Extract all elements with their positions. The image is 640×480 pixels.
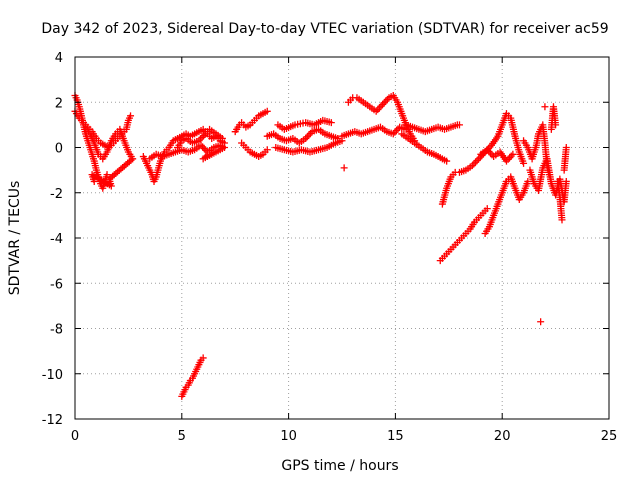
x-tick-label: 0 — [71, 429, 79, 444]
series-early-cluster — [82, 123, 137, 190]
data-point — [507, 152, 515, 160]
series-band-3-7-lower — [146, 141, 229, 163]
data-point — [470, 160, 478, 168]
series-band-5-6-upper — [174, 125, 226, 151]
series-band-7-9 — [231, 107, 271, 161]
data-point — [472, 158, 479, 166]
data-point — [90, 177, 98, 185]
data-point — [483, 205, 491, 213]
x-tick-label: 10 — [280, 429, 297, 444]
data-point — [558, 216, 566, 224]
data-point — [305, 131, 313, 139]
data-point — [263, 146, 271, 154]
data-point — [537, 318, 545, 326]
data-point — [218, 134, 226, 142]
x-tick-label: 15 — [387, 429, 404, 444]
data-point — [103, 171, 111, 179]
data-point — [380, 99, 388, 107]
data-points — [71, 91, 570, 400]
series-outlier-low — [178, 354, 207, 400]
data-point — [391, 128, 399, 136]
series-outlier-12.6 — [340, 164, 348, 172]
data-point — [127, 112, 135, 120]
data-point — [374, 106, 382, 114]
data-point — [506, 154, 514, 162]
data-point — [509, 150, 517, 158]
y-tick-label: -8 — [50, 323, 63, 338]
grid-lines — [75, 57, 609, 419]
data-point — [473, 157, 481, 165]
series-cluster-21-23-lower — [526, 155, 570, 206]
data-point — [443, 157, 451, 165]
data-point — [107, 174, 115, 182]
series-band-9-12 — [263, 116, 342, 147]
x-tick-label: 5 — [178, 429, 186, 444]
data-point — [199, 354, 207, 362]
x-tick-label: 20 — [494, 429, 511, 444]
data-point — [340, 164, 348, 172]
x-axis-label: GPS time / hours — [281, 458, 398, 474]
y-tick-label: 4 — [55, 51, 63, 66]
data-point — [199, 143, 207, 151]
y-tick-label: 0 — [55, 142, 63, 157]
data-point — [327, 119, 335, 127]
data-point — [198, 133, 206, 141]
x-tick-label: 25 — [601, 429, 618, 444]
series-band-15-18 — [402, 121, 463, 136]
chart-title: Day 342 of 2023, Sidereal Day-to-day VTE… — [41, 21, 608, 37]
data-point — [552, 121, 560, 129]
data-point — [520, 159, 528, 167]
y-tick-label: -10 — [42, 368, 63, 383]
data-point — [379, 101, 387, 109]
series-descent-15-17 — [398, 130, 451, 165]
y-tick-label: 2 — [55, 96, 63, 111]
data-point — [263, 107, 271, 115]
series-band-12-15 — [338, 123, 410, 140]
series-cluster-19-21 — [477, 146, 532, 237]
data-point — [303, 133, 311, 141]
data-point — [455, 121, 463, 129]
data-point — [377, 102, 385, 110]
y-tick-label: -4 — [50, 232, 63, 247]
series-band-9-12-lower — [272, 137, 346, 156]
series-rise-17-20 — [438, 110, 528, 208]
series-diagonal-17-19 — [436, 205, 491, 265]
data-point — [562, 177, 570, 185]
y-tick-label: -2 — [50, 187, 63, 202]
data-point — [382, 97, 390, 105]
data-point — [541, 103, 549, 111]
data-point — [206, 150, 214, 158]
y-axis-label: SDTVAR / TECUs — [7, 181, 23, 296]
data-point — [562, 144, 570, 151]
plot-frame — [74, 56, 610, 420]
y-tick-label: -12 — [42, 413, 63, 428]
series-outlier-21.8 — [537, 318, 545, 326]
y-tick-label: -6 — [50, 277, 63, 292]
